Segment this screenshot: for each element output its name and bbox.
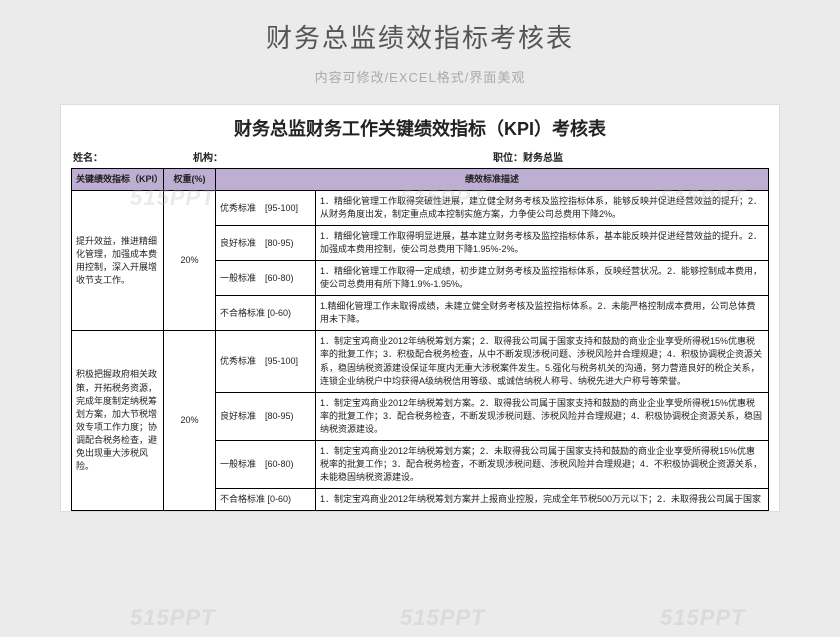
watermark: 515PPT bbox=[130, 605, 216, 631]
meta-position-value: 财务总监 bbox=[523, 153, 563, 164]
desc-cell: 1．制定宝鸡商业2012年纳税筹划方案；2．取得我公司属于国家支持和鼓励的商业企… bbox=[316, 331, 769, 392]
desc-cell: 1．制定宝鸡商业2012年纳税筹划方案并上报商业控股，完成全年节税500万元以下… bbox=[316, 488, 769, 510]
level-cell: 良好标准 [80-95) bbox=[216, 392, 316, 440]
page-subtitle: 内容可修改/EXCEL格式/界面美观 bbox=[60, 67, 780, 86]
meta-row: 姓名： 机构： 职位：财务总监 bbox=[71, 149, 769, 164]
desc-cell: 1．精细化管理工作取得明显进展，基本建立财务考核及监控指标体系，基本能反映并促进… bbox=[316, 226, 769, 261]
watermark: 515PPT bbox=[400, 605, 486, 631]
level-cell: 不合格标准 [0-60) bbox=[216, 488, 316, 510]
level-cell: 良好标准 [80-95) bbox=[216, 226, 316, 261]
table-row: 积极把握政府相关政策，开拓税务资源，完成年度制定纳税筹划方案，加大节税增效专项工… bbox=[72, 331, 769, 392]
kpi-table: 关键绩效指标（KPI） 权重(%) 绩效标准描述 提升效益，推进精细化管理，加强… bbox=[71, 168, 769, 511]
meta-position: 职位：财务总监 bbox=[493, 149, 767, 164]
document-preview: 财务总监财务工作关键绩效指标（KPI）考核表 姓名： 机构： 职位：财务总监 关… bbox=[60, 104, 780, 512]
meta-name-label: 姓名： bbox=[73, 149, 193, 164]
weight-cell: 20% bbox=[164, 191, 216, 331]
level-cell: 优秀标准 [95-100] bbox=[216, 191, 316, 226]
desc-cell: 1．精细化管理工作取得突破性进展，建立健全财务考核及监控指标体系，能够反映并促进… bbox=[316, 191, 769, 226]
kpi-cell: 提升效益，推进精细化管理，加强成本费用控制，深入开展增收节支工作。 bbox=[72, 191, 164, 331]
watermark: 515PPT bbox=[660, 605, 746, 631]
doc-title: 财务总监财务工作关键绩效指标（KPI）考核表 bbox=[71, 115, 769, 141]
level-cell: 一般标准 [60-80) bbox=[216, 261, 316, 296]
meta-org-label: 机构： bbox=[193, 149, 493, 164]
th-desc: 绩效标准描述 bbox=[216, 169, 769, 191]
kpi-cell: 积极把握政府相关政策，开拓税务资源，完成年度制定纳税筹划方案，加大节税增效专项工… bbox=[72, 331, 164, 511]
level-cell: 一般标准 [60-80) bbox=[216, 440, 316, 488]
desc-cell: 1．精细化管理工作取得一定成绩，初步建立财务考核及监控指标体系，反映经营状况。2… bbox=[316, 261, 769, 296]
desc-cell: 1．制定宝鸡商业2012年纳税筹划方案；2．未取得我公司属于国家支持和鼓励的商业… bbox=[316, 440, 769, 488]
desc-cell: 1．制定宝鸡商业2012年纳税筹划方案。2．取得我公司属于国家支持和鼓励的商业企… bbox=[316, 392, 769, 440]
weight-cell: 20% bbox=[164, 331, 216, 511]
level-cell: 不合格标准 [0-60) bbox=[216, 296, 316, 331]
page-title: 财务总监绩效指标考核表 bbox=[60, 18, 780, 55]
desc-cell: 1.精细化管理工作未取得成绩，未建立健全财务考核及监控指标体系。2．未能严格控制… bbox=[316, 296, 769, 331]
table-row: 提升效益，推进精细化管理，加强成本费用控制，深入开展增收节支工作。20%优秀标准… bbox=[72, 191, 769, 226]
meta-position-label: 职位： bbox=[493, 153, 523, 164]
level-cell: 优秀标准 [95-100] bbox=[216, 331, 316, 392]
th-kpi: 关键绩效指标（KPI） bbox=[72, 169, 164, 191]
th-weight: 权重(%) bbox=[164, 169, 216, 191]
